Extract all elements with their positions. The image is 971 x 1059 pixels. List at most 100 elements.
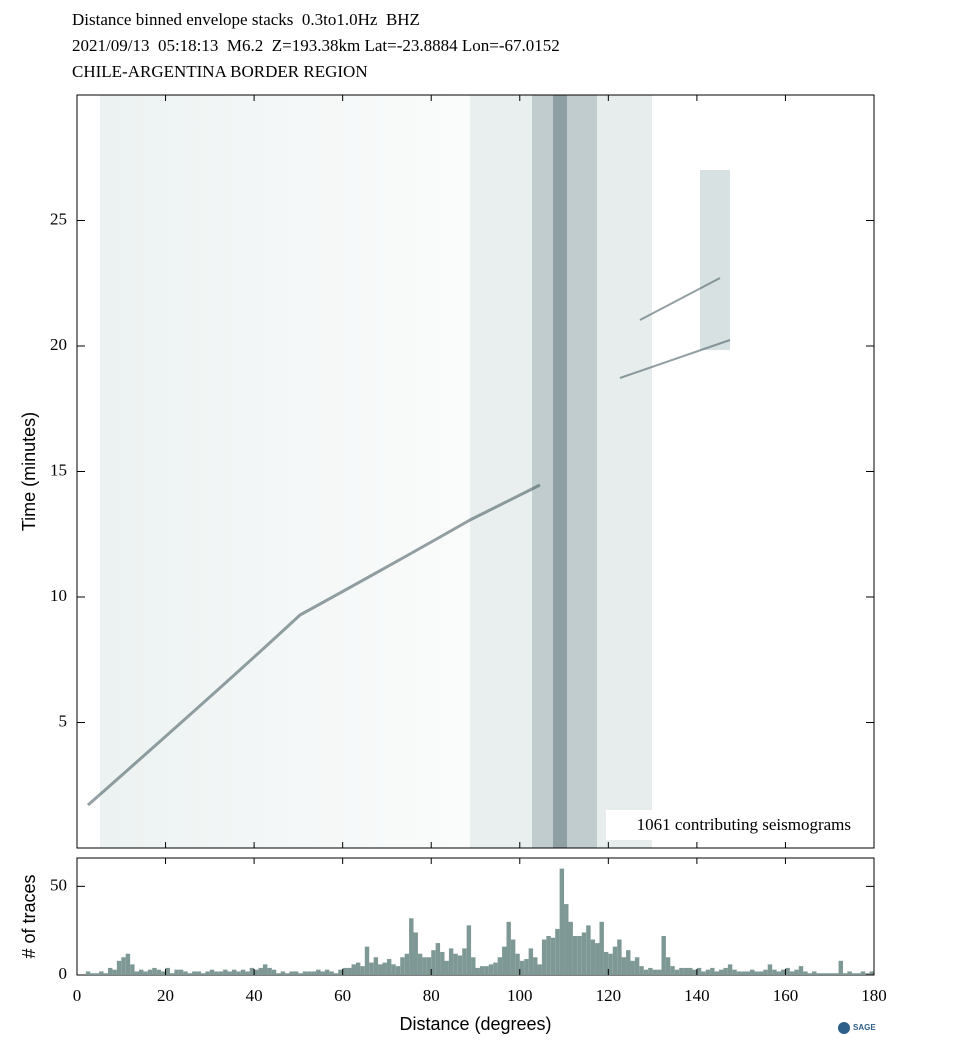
histogram-bar: [85, 971, 91, 975]
histogram-bar: [643, 969, 649, 975]
histogram-bar: [692, 969, 697, 975]
histogram-bar: [431, 950, 436, 975]
histogram-bar: [590, 939, 596, 975]
histogram-bar: [812, 971, 817, 975]
histogram-bar: [634, 957, 640, 975]
y-tick-label: 0: [59, 964, 68, 983]
x-tick-label: 160: [773, 986, 799, 1005]
histogram-bar: [413, 932, 418, 975]
y-tick-label: 20: [50, 335, 67, 354]
x-tick-label: 80: [423, 986, 440, 1005]
histogram-bar: [843, 973, 848, 975]
histogram-bar: [754, 971, 759, 975]
histogram-bar: [745, 971, 751, 975]
x-tick-label: 120: [596, 986, 622, 1005]
histogram-bar: [559, 868, 565, 975]
annotation-box: [606, 810, 856, 840]
histogram-bar: [555, 928, 560, 975]
histogram-bar: [311, 971, 317, 975]
histogram-bar: [457, 955, 463, 975]
histogram-bar: [688, 967, 693, 975]
histogram-bar: [196, 971, 201, 975]
histogram-bar: [183, 971, 188, 975]
histogram-bar: [727, 964, 733, 975]
histogram-bar: [825, 973, 830, 975]
histogram-bar: [360, 966, 365, 975]
histogram-bar: [758, 971, 764, 975]
histogram-bar: [231, 969, 237, 975]
histogram-bar: [169, 973, 175, 975]
histogram-bar: [599, 921, 604, 975]
logo-icon: [838, 1022, 850, 1034]
histogram-bar: [453, 953, 458, 975]
histogram-bar: [422, 957, 427, 975]
histogram-bar: [612, 946, 618, 975]
histogram-bar: [107, 967, 113, 975]
histogram-bar: [665, 957, 671, 975]
histogram-bar: [767, 964, 773, 975]
histogram-bar: [820, 973, 826, 975]
histogram-bar: [276, 973, 281, 975]
histogram-bar: [471, 957, 476, 975]
histogram-bar: [798, 966, 804, 975]
histogram-bar: [657, 969, 662, 975]
histogram-bar: [736, 971, 742, 975]
y-tick-label: 15: [50, 460, 67, 479]
histogram-bar: [564, 904, 569, 975]
histogram-bar: [781, 969, 786, 975]
histogram-bar: [581, 932, 587, 975]
histogram-bar: [369, 962, 374, 975]
histogram-bar: [187, 973, 193, 975]
histogram-bar: [214, 971, 219, 975]
histogram-bar: [674, 969, 680, 975]
histogram-bar: [333, 973, 339, 975]
histogram-bar: [320, 971, 325, 975]
y-axis-label: # of traces: [19, 874, 39, 958]
histogram-bar: [550, 937, 556, 975]
histogram-bar: [763, 969, 768, 975]
chart-title: CHILE-ARGENTINA BORDER REGION: [72, 62, 368, 81]
histogram-bar: [94, 973, 100, 975]
y-tick-label: 50: [50, 875, 67, 894]
histogram-bar: [652, 969, 658, 975]
histogram-bar: [373, 957, 379, 975]
histogram-bar: [661, 936, 666, 975]
histogram-bar: [143, 971, 148, 975]
histogram-bar: [218, 971, 224, 975]
histogram-bar: [732, 969, 737, 975]
histogram-bar: [506, 921, 511, 975]
histogram-bar: [546, 936, 551, 975]
histogram-bar: [355, 962, 361, 975]
y-axis-label: Time (minutes): [19, 412, 39, 531]
histogram-bar: [178, 969, 184, 975]
histogram-bar: [249, 967, 255, 975]
histogram-bar: [772, 969, 777, 975]
logo: SAGE: [853, 1023, 876, 1032]
histogram-bar: [648, 967, 653, 975]
histogram-bar: [103, 973, 108, 975]
histogram-bar: [324, 969, 330, 975]
histogram-bar: [785, 967, 790, 975]
histogram-bar: [382, 962, 387, 975]
histogram-bar: [404, 953, 410, 975]
histogram-bar: [152, 967, 157, 975]
histogram-bar: [838, 960, 844, 975]
histogram-bar: [289, 971, 294, 975]
histogram-bar: [440, 951, 445, 975]
histogram-bar: [515, 953, 520, 975]
histogram-bar: [741, 971, 746, 975]
x-axis-label: Distance (degrees): [399, 1014, 551, 1034]
histogram-bar: [426, 957, 432, 975]
histogram-bar: [847, 971, 852, 975]
histogram-bar: [298, 973, 303, 975]
histogram-bar: [683, 967, 689, 975]
histogram-bar: [869, 971, 874, 975]
histogram-bar: [223, 969, 228, 975]
histogram-bar: [705, 969, 711, 975]
histogram-bar: [479, 966, 485, 975]
histogram-bar: [112, 969, 117, 975]
histogram-bar: [723, 967, 728, 975]
histogram-bar: [794, 969, 799, 975]
histogram-bar: [502, 946, 507, 975]
histogram-bar: [165, 967, 170, 975]
